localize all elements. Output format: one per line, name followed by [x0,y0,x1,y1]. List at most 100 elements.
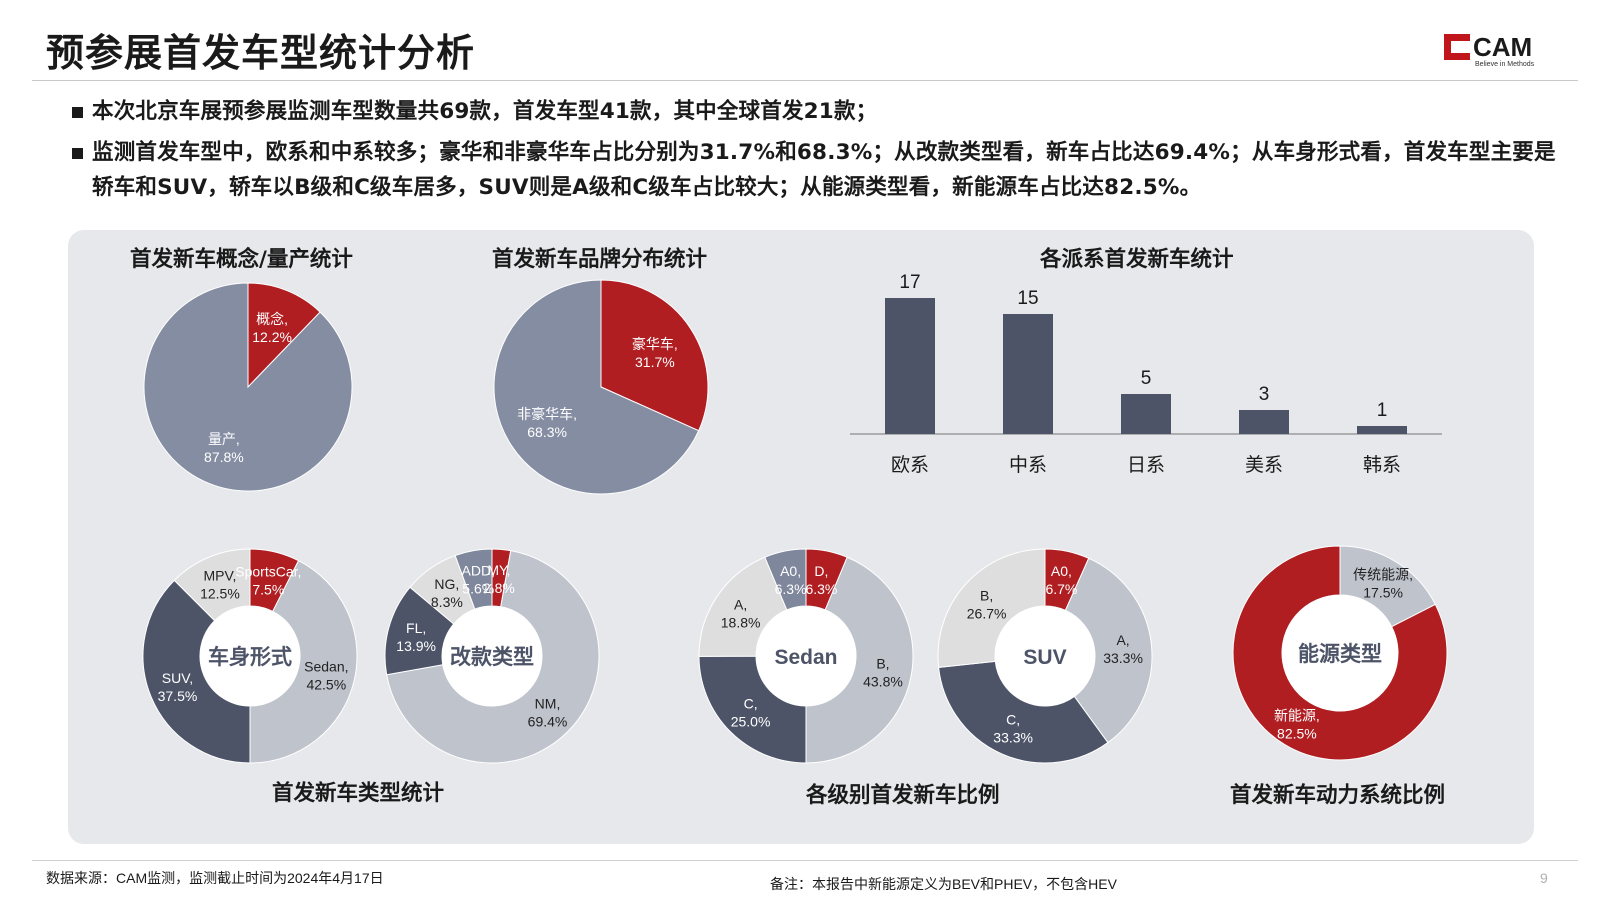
brand-slice-value: 68.3% [527,424,567,440]
origin-bar [1003,314,1053,434]
brand-pie [493,279,709,495]
energy-slice-label: 传统能源, [1353,567,1413,583]
origin-bar-value: 3 [1259,384,1270,405]
data-source: 数据来源：CAM监测，监测截止时间为2024年4月17日 [46,870,384,886]
concept-chart-title: 首发新车概念/量产统计 [130,247,353,272]
sedan-slice-value: 6.3% [775,581,807,597]
origin-bar [885,298,935,434]
energy-slice-value: 17.5% [1363,585,1403,601]
energy-slice-label: 新能源, [1274,707,1320,723]
body-pie [142,548,358,764]
facelift-slice-value: 2.8% [483,580,515,596]
concept-slice-label: 量产, [208,431,240,447]
body-slice-value: 42.5% [306,676,346,692]
facelift-slice-value: 13.9% [396,638,436,654]
body-donut-hole [200,606,300,706]
suv-slice-label: A, [1116,632,1129,648]
concept-slice-value: 12.2% [252,329,292,345]
body-slice-label: MPV, [203,567,236,583]
facelift-slice-label: ADD, [462,563,495,579]
suv-slice-value: 6.7% [1045,581,1077,597]
concept-slice [143,282,353,492]
sedan-slice-label: C, [744,696,758,712]
facelift-slice-value: 69.4% [528,714,568,730]
suv-slice-label: B, [980,588,993,604]
origin-bar [1239,410,1289,434]
sedan-slice-value: 6.3% [805,581,837,597]
bullet-square-icon [72,148,83,159]
facelift-donut-hole [442,606,542,706]
origin-bar [1121,394,1171,434]
concept-slice-value: 87.8% [204,449,244,465]
concept-slice [247,282,321,389]
facelift-pie [384,548,600,764]
page-title: 预参展首发车型统计分析 [46,31,476,75]
body-slice-label: SUV, [162,670,193,686]
sedan-center-label: Sedan [774,646,837,669]
origin-bar [1357,426,1407,434]
body-slice-label: SportsCar, [235,564,301,580]
power-ratio-title: 首发新车动力系统比例 [1230,783,1446,808]
body-slice-label: Sedan, [304,658,348,674]
sedan-slice-label: A, [734,597,747,613]
facelift-slice-value: 5.6% [462,581,494,597]
level-ratio-title: 各级别首发新车比例 [806,783,1000,808]
facelift-slice-label: NG, [434,576,459,592]
bullet-text: 本次北京车展预参展监测车型数量共69款，首发车型41款，其中全球首发21款； [92,99,878,124]
bullet-square-icon [72,107,83,118]
sedan-slice-value: 43.8% [863,673,903,689]
sedan-slice-label: A0, [780,563,801,579]
origin-category-label: 欧系 [891,454,929,476]
facelift-center-label: 改款类型 [450,645,534,669]
suv-slice-label: A0, [1051,563,1072,579]
sedan-pie [698,548,914,764]
brand-slice-value: 31.7% [635,354,675,370]
concept-slice-label: 概念, [256,311,288,327]
origin-bar-value: 17 [899,272,920,293]
type-stats-title: 首发新车类型统计 [272,781,445,806]
facelift-slice-label: FL, [406,620,426,636]
facelift-slice-label: MY, [487,562,510,578]
origin-category-label: 中系 [1009,454,1047,476]
origin-bar-value: 5 [1141,368,1152,389]
energy-donut-hole [1282,595,1398,711]
cam-logo: CAM Believe in Methods [1444,32,1535,68]
origin-chart-title: 各派系首发新车统计 [1040,247,1234,272]
origin-bar-value: 15 [1017,288,1038,309]
page-number: 9 [1540,870,1548,886]
sedan-slice-value: 18.8% [721,615,761,631]
origin-category-label: 美系 [1245,454,1283,476]
brand-slice [600,279,709,432]
logo-tagline: Believe in Methods [1475,61,1535,68]
footer-note: 备注：本报告中新能源定义为BEV和PHEV，不包含HEV [770,876,1117,892]
origin-category-label: 日系 [1127,454,1165,476]
body-slice-value: 7.5% [252,582,284,598]
brand-chart-title: 首发新车品牌分布统计 [492,247,708,272]
suv-donut-hole [995,606,1095,706]
sedan-donut-hole [756,606,856,706]
brand-slice-label: 非豪华车, [517,406,577,422]
bullet-item: 监测首发车型中，欧系和中系较多；豪华和非豪华车占比分别为31.7%和68.3%；… [72,135,1572,205]
facelift-slice-value: 8.3% [431,594,463,610]
suv-center-label: SUV [1023,646,1066,669]
body-center-label: 车身形式 [208,645,292,669]
bullet-item: 本次北京车展预参展监测车型数量共69款，首发车型41款，其中全球首发21款； [72,94,1572,129]
sedan-slice-value: 25.0% [731,714,771,730]
energy-center-label: 能源类型 [1298,642,1382,666]
suv-slice-label: C, [1006,712,1020,728]
suv-pie [937,548,1153,764]
sedan-slice-label: D, [814,563,828,579]
facelift-slice-label: NM, [535,696,561,712]
suv-slice-value: 33.3% [993,730,1033,746]
suv-slice [937,548,1046,668]
energy-pie [1232,545,1448,761]
brand-slice-label: 豪华车, [632,336,678,352]
logo-text: CAM [1473,32,1532,62]
suv-slice-value: 33.3% [1103,650,1143,666]
brand-slice [493,279,700,495]
origin-bar-value: 1 [1377,400,1388,421]
body-slice-value: 12.5% [200,585,240,601]
suv-slice-value: 26.7% [967,606,1007,622]
summary-bullets: 本次北京车展预参展监测车型数量共69款，首发车型41款，其中全球首发21款； 监… [72,94,1572,211]
